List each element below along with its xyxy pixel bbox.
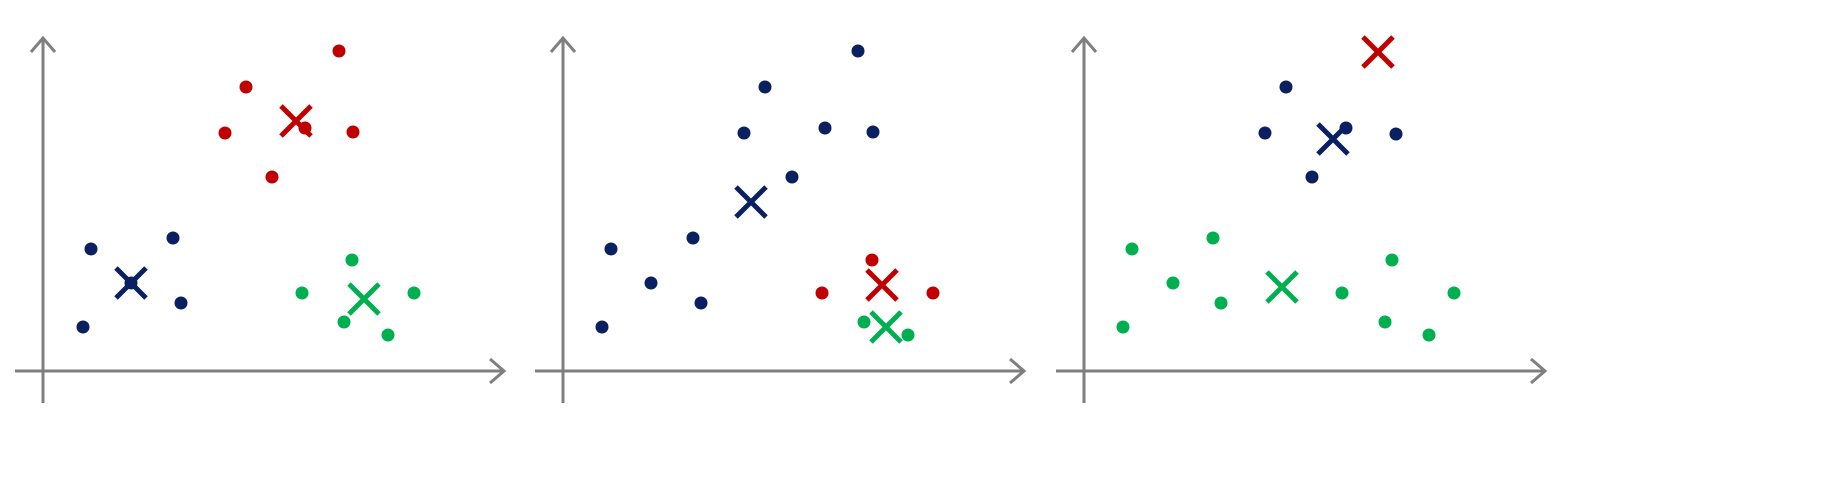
cross-stroke <box>279 104 313 138</box>
blue-data-point <box>694 296 708 310</box>
x-axis <box>535 357 1027 385</box>
green-data-point <box>345 253 359 267</box>
data-points <box>595 44 940 342</box>
y-axis <box>29 35 57 403</box>
red-data-point <box>815 286 829 300</box>
green-data-point <box>1116 320 1130 334</box>
blue-data-point <box>84 242 98 256</box>
blue-data-point <box>166 231 180 245</box>
green-data-point <box>857 315 871 329</box>
centroid-markers <box>1265 35 1395 304</box>
red-data-point <box>265 170 279 184</box>
blue-data-point <box>595 320 609 334</box>
blue-centroid-cross-icon <box>1316 122 1350 156</box>
blue-data-point <box>1389 127 1403 141</box>
cross-stroke <box>1361 35 1395 69</box>
green-data-point <box>1166 276 1180 290</box>
y-axis <box>549 35 577 403</box>
cross-stroke <box>347 282 381 316</box>
data-points <box>76 44 421 342</box>
blue-centroid-cross-icon <box>734 185 768 219</box>
red-data-point <box>239 80 253 94</box>
blue-data-point <box>866 125 880 139</box>
blue-data-point <box>1258 126 1272 140</box>
green-centroid-cross-icon <box>347 282 381 316</box>
x-axis <box>1056 357 1548 385</box>
cross-stroke <box>1265 270 1299 304</box>
green-data-point <box>381 328 395 342</box>
data-points <box>1116 80 1461 342</box>
green-data-point <box>337 315 351 329</box>
panel-1 <box>15 35 507 403</box>
blue-data-point <box>604 242 618 256</box>
green-data-point <box>407 286 421 300</box>
blue-data-point <box>644 276 658 290</box>
red-centroid-cross-icon <box>1361 35 1395 69</box>
blue-data-point <box>758 80 772 94</box>
green-data-point <box>1206 231 1220 245</box>
x-axis <box>15 357 507 385</box>
blue-data-point <box>1305 170 1319 184</box>
green-data-point <box>1378 315 1392 329</box>
cross-stroke <box>1316 122 1350 156</box>
red-data-point <box>926 286 940 300</box>
red-data-point <box>332 44 346 58</box>
green-data-point <box>1422 328 1436 342</box>
green-data-point <box>295 286 309 300</box>
green-data-point <box>901 328 915 342</box>
blue-centroid-cross-icon <box>114 266 148 300</box>
cross-stroke <box>114 266 148 300</box>
blue-data-point <box>686 231 700 245</box>
red-data-point <box>346 125 360 139</box>
green-data-point <box>1125 242 1139 256</box>
y-axis <box>1070 35 1098 403</box>
cross-stroke <box>869 310 903 344</box>
red-centroid-cross-icon <box>279 104 313 138</box>
blue-data-point <box>174 296 188 310</box>
green-data-point <box>1214 296 1228 310</box>
centroid-markers <box>114 104 381 316</box>
red-data-point <box>865 253 879 267</box>
cross-stroke <box>734 185 768 219</box>
green-data-point <box>1447 286 1461 300</box>
blue-data-point <box>737 126 751 140</box>
panel-2 <box>535 35 1027 403</box>
panel-3 <box>1056 35 1548 403</box>
green-data-point <box>1335 286 1349 300</box>
blue-data-point <box>818 121 832 135</box>
cross-stroke <box>865 268 899 302</box>
blue-data-point <box>785 170 799 184</box>
blue-data-point <box>851 44 865 58</box>
green-centroid-cross-icon <box>869 310 903 344</box>
red-centroid-cross-icon <box>865 268 899 302</box>
blue-data-point <box>76 320 90 334</box>
green-data-point <box>1385 253 1399 267</box>
red-data-point <box>218 126 232 140</box>
centroid-markers <box>734 185 903 344</box>
green-centroid-cross-icon <box>1265 270 1299 304</box>
blue-data-point <box>1279 80 1293 94</box>
